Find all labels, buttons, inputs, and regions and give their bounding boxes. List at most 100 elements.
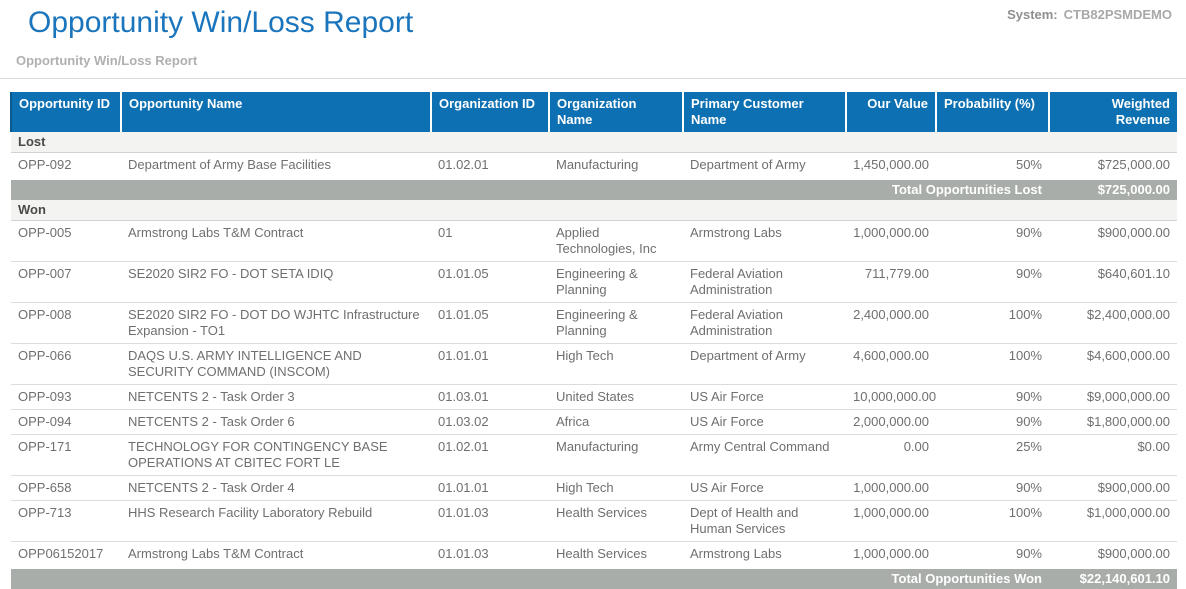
cell-opportunity_name: NETCENTS 2 - Task Order 6 (121, 410, 431, 435)
cell-our_value: 1,000,000.00 (846, 476, 936, 501)
total-value: $725,000.00 (1049, 179, 1177, 201)
cell-primary_customer_name: Army Central Command (683, 435, 846, 476)
cell-organization_name: Manufacturing (549, 435, 683, 476)
cell-opportunity_name: TECHNOLOGY FOR CONTINGENCY BASE OPERATIO… (121, 435, 431, 476)
cell-organization_id: 01.03.02 (431, 410, 549, 435)
cell-weighted_revenue: $9,000,000.00 (1049, 385, 1177, 410)
column-header-label: Weighted Revenue (1095, 96, 1170, 128)
cell-organization_name: Africa (549, 410, 683, 435)
cell-organization_id: 01 (431, 221, 549, 262)
total-row-lost: Total Opportunities Lost$725,000.00 (11, 179, 1177, 201)
report-table-container: Opportunity ID Opportunity Name Organizati… (10, 92, 1176, 589)
system-label: System: (1007, 7, 1058, 22)
cell-probability: 100% (936, 501, 1049, 542)
system-value: CTB82PSMDEMO (1064, 7, 1172, 22)
cell-probability: 90% (936, 221, 1049, 262)
cell-organization_name: High Tech (549, 476, 683, 501)
column-header-organization_id: Organization ID (431, 92, 549, 132)
column-header-label: Primary Customer Name (691, 96, 816, 128)
section-label: Lost (11, 132, 1177, 153)
cell-weighted_revenue: $900,000.00 (1049, 542, 1177, 568)
cell-organization_id: 01.02.01 (431, 435, 549, 476)
cell-opportunity_id: OPP-094 (11, 410, 121, 435)
cell-primary_customer_name: US Air Force (683, 385, 846, 410)
cell-our_value: 4,600,000.00 (846, 344, 936, 385)
cell-our_value: 1,000,000.00 (846, 501, 936, 542)
page-title: Opportunity Win/Loss Report (28, 6, 1172, 40)
total-row-won: Total Opportunities Won$22,140,601.10 (11, 568, 1177, 589)
cell-organization_id: 01.02.01 (431, 153, 549, 179)
cell-weighted_revenue: $900,000.00 (1049, 221, 1177, 262)
cell-organization_name: High Tech (549, 344, 683, 385)
cell-organization_name: Manufacturing (549, 153, 683, 179)
cell-opportunity_id: OPP06152017 (11, 542, 121, 568)
cell-probability: 25% (936, 435, 1049, 476)
cell-our_value: 1,000,000.00 (846, 221, 936, 262)
cell-opportunity_id: OPP-093 (11, 385, 121, 410)
cell-our_value: 2,000,000.00 (846, 410, 936, 435)
cell-organization_id: 01.03.01 (431, 385, 549, 410)
column-header-label: Organization ID (439, 96, 535, 112)
cell-probability: 50% (936, 153, 1049, 179)
cell-primary_customer_name: Dept of Health and Human Services (683, 501, 846, 542)
cell-our_value: 0.00 (846, 435, 936, 476)
cell-probability: 90% (936, 410, 1049, 435)
cell-opportunity_id: OPP-171 (11, 435, 121, 476)
cell-organization_id: 01.01.01 (431, 476, 549, 501)
cell-our_value: 711,779.00 (846, 262, 936, 303)
cell-organization_name: Health Services (549, 542, 683, 568)
cell-opportunity_name: Armstrong Labs T&M Contract (121, 221, 431, 262)
cell-probability: 90% (936, 542, 1049, 568)
cell-opportunity_name: NETCENTS 2 - Task Order 3 (121, 385, 431, 410)
cell-opportunity_name: Armstrong Labs T&M Contract (121, 542, 431, 568)
cell-organization_name: United States (549, 385, 683, 410)
column-header-label: Probability (%) (944, 96, 1035, 112)
cell-probability: 90% (936, 262, 1049, 303)
cell-weighted_revenue: $725,000.00 (1049, 153, 1177, 179)
cell-opportunity_name: DAQS U.S. ARMY INTELLIGENCE AND SECURITY… (121, 344, 431, 385)
table-header-row: Opportunity ID Opportunity Name Organizati… (11, 92, 1177, 132)
cell-weighted_revenue: $1,000,000.00 (1049, 501, 1177, 542)
cell-opportunity_name: Department of Army Base Facilities (121, 153, 431, 179)
cell-organization_id: 01.01.05 (431, 262, 549, 303)
cell-primary_customer_name: Federal Aviation Administration (683, 303, 846, 344)
header-divider (0, 78, 1186, 79)
report-table: Opportunity ID Opportunity Name Organizati… (10, 92, 1177, 589)
column-header-opportunity_id: Opportunity ID (11, 92, 121, 132)
cell-opportunity_name: SE2020 SIR2 FO - DOT SETA IDIQ (121, 262, 431, 303)
cell-weighted_revenue: $4,600,000.00 (1049, 344, 1177, 385)
cell-weighted_revenue: $900,000.00 (1049, 476, 1177, 501)
page-header: Opportunity Win/Loss Report System: CTB82… (0, 0, 1186, 68)
column-header-our_value: Our Value (846, 92, 936, 132)
cell-probability: 90% (936, 385, 1049, 410)
column-header-label: Opportunity Name (129, 96, 242, 112)
cell-weighted_revenue: $640,601.10 (1049, 262, 1177, 303)
cell-primary_customer_name: Department of Army (683, 153, 846, 179)
page-subtitle: Opportunity Win/Loss Report (16, 53, 1172, 68)
cell-organization_name: Engineering & Planning (549, 303, 683, 344)
cell-primary_customer_name: US Air Force (683, 476, 846, 501)
cell-organization_name: Applied Technologies, Inc (549, 221, 683, 262)
cell-organization_id: 01.01.03 (431, 501, 549, 542)
cell-organization_name: Engineering & Planning (549, 262, 683, 303)
cell-primary_customer_name: Armstrong Labs (683, 542, 846, 568)
cell-opportunity_id: OPP-005 (11, 221, 121, 262)
column-header-primary_customer_name: Primary Customer Name (683, 92, 846, 132)
cell-opportunity_id: OPP-007 (11, 262, 121, 303)
cell-primary_customer_name: Department of Army (683, 344, 846, 385)
column-header-opportunity_name: Opportunity Name (121, 92, 431, 132)
cell-organization_id: 01.01.03 (431, 542, 549, 568)
system-info: System: CTB82PSMDEMO (1007, 7, 1172, 22)
column-header-label: Organization Name (557, 96, 675, 128)
section-row-lost: Lost (11, 132, 1177, 153)
cell-opportunity_id: OPP-658 (11, 476, 121, 501)
